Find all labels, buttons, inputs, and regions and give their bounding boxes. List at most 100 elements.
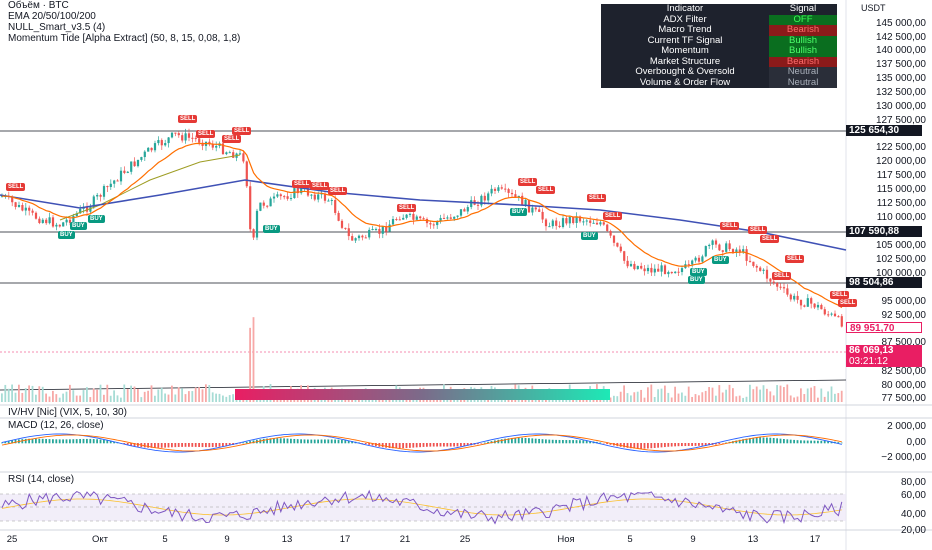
volume-bar	[194, 387, 197, 402]
macd-bar	[283, 438, 285, 444]
macd-bar	[330, 439, 333, 444]
candle-body	[589, 220, 592, 223]
price-tag-level[interactable]: 98 504,86	[846, 277, 922, 288]
macd-bar	[579, 440, 581, 444]
candle-body	[466, 207, 469, 212]
trendline[interactable]	[0, 379, 847, 391]
candle-body	[725, 243, 728, 252]
macd-bar	[171, 443, 173, 448]
macd-bar	[269, 438, 272, 444]
volume-bar	[664, 385, 666, 402]
legend-momentum-tide[interactable]: Momentum Tide [Alpha Extract] (50, 8, 15…	[8, 33, 241, 44]
ema-line-mid	[59, 154, 241, 221]
volume-bar	[137, 389, 139, 402]
volume-bar	[143, 391, 146, 402]
volume-bar	[653, 397, 656, 402]
macd-bar	[555, 439, 557, 444]
volume-bar	[4, 384, 7, 402]
candle-body	[187, 133, 191, 138]
macd-bar	[154, 443, 156, 448]
volume-bar	[667, 392, 670, 402]
macd-bar	[749, 438, 751, 444]
price-tag-current[interactable]: 86 069,13	[846, 345, 922, 356]
table-row-signal: Bullish	[769, 45, 837, 57]
date-tick: 13	[747, 534, 759, 545]
currency-label[interactable]: USDT	[861, 3, 886, 13]
ema-line-fast	[2, 142, 843, 309]
candle-body	[793, 295, 796, 300]
candle-body	[823, 309, 826, 315]
volume-bar	[643, 397, 646, 402]
price-tick: 110 000,00	[876, 212, 926, 223]
candle-body	[48, 217, 51, 224]
candle-body	[704, 246, 707, 257]
volume-bar	[24, 388, 27, 402]
macd-bar	[691, 443, 693, 446]
candle-body	[660, 265, 663, 272]
candle-body	[153, 143, 157, 151]
legend-ema[interactable]: EMA 20/50/100/200	[8, 11, 96, 22]
candle-body	[92, 196, 95, 208]
volume-bar	[711, 387, 714, 402]
candle-body	[558, 225, 561, 227]
macd-bar	[222, 443, 224, 447]
macd-bar	[514, 437, 517, 444]
macd-bar	[517, 437, 520, 444]
candle-body	[568, 216, 571, 224]
macd-bar	[786, 439, 789, 444]
macd-bar	[89, 438, 92, 444]
price-tick: 120 000,00	[875, 156, 926, 167]
legend-null-smart[interactable]: NULL_Smart_v3.5 (4)	[8, 22, 106, 33]
macd-bar	[62, 439, 64, 444]
candle-body	[813, 303, 816, 308]
candle-body	[157, 140, 160, 144]
volume-bar	[718, 385, 721, 402]
macd-bar	[279, 438, 282, 444]
price-tick: 95 000,00	[881, 296, 927, 307]
candle-body	[429, 223, 432, 225]
macd-pane-label[interactable]: MACD (12, 26, close)	[8, 420, 104, 431]
candle-body	[198, 138, 201, 143]
rsi-pane-label[interactable]: RSI (14, close)	[8, 474, 75, 485]
volume-bar	[75, 395, 78, 402]
volume-bar	[616, 396, 619, 402]
candle-body	[177, 133, 180, 136]
date-tick: 9	[224, 534, 230, 545]
candle-body	[62, 222, 65, 227]
macd-bar	[548, 439, 551, 444]
candle-body	[493, 188, 497, 191]
candle-body	[286, 196, 289, 199]
candle-body	[102, 186, 106, 197]
macd-bar	[174, 443, 177, 448]
ivhv-pane-label[interactable]: IV/HV [Nic] (VIX, 5, 10, 30)	[8, 407, 127, 418]
price-tag-level[interactable]: 107 590,88	[846, 226, 922, 237]
legend-volume[interactable]: Объём · BTC	[8, 0, 69, 11]
macd-bar	[640, 443, 642, 449]
candle-body	[490, 188, 493, 194]
volume-bar	[817, 397, 819, 402]
volume-bar	[208, 385, 211, 402]
macd-bar	[511, 438, 513, 444]
price-tag-level[interactable]: 125 654,30	[846, 125, 922, 136]
macd-bar	[242, 442, 245, 444]
macd-bar	[11, 440, 13, 444]
candle-body	[674, 271, 677, 274]
candle-body	[215, 145, 218, 148]
macd-bar	[776, 438, 778, 444]
candle-body	[58, 224, 61, 227]
macd-bar	[521, 437, 523, 444]
macd-bar	[677, 443, 680, 447]
macd-bar	[551, 439, 554, 444]
candle-body	[194, 138, 197, 140]
volume-bar	[35, 394, 37, 402]
volume-bar	[793, 397, 795, 402]
price-tick: 140 000,00	[875, 45, 926, 56]
candle-body	[99, 194, 102, 197]
macd-bar	[504, 438, 506, 444]
candle-body	[28, 207, 31, 211]
candle-body	[585, 220, 588, 222]
price-tag-last[interactable]: 89 951,70	[846, 322, 922, 334]
candle-body	[388, 224, 391, 232]
candle-body	[160, 140, 163, 146]
